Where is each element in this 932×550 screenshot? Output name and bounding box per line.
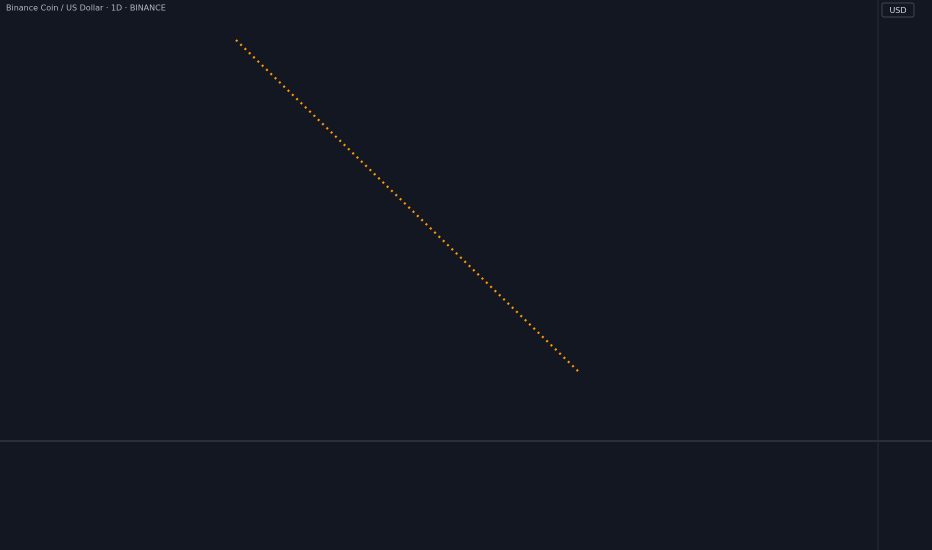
currency-button[interactable]	[881, 2, 915, 18]
trend-line	[235, 39, 581, 374]
currency[interactable]: USD	[889, 6, 906, 15]
chart-title: Binance Coin / US Dollar · 1D · BINANCE	[6, 4, 166, 13]
